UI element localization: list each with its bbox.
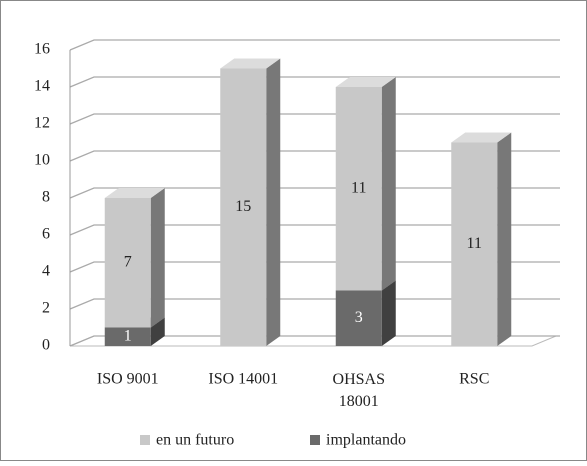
grid-line (69, 187, 560, 199)
y-tick-label: 16 (34, 41, 50, 58)
grid-line (69, 76, 560, 88)
bar-side (497, 132, 512, 346)
grid-line (69, 150, 560, 162)
grid-line (69, 335, 560, 347)
bar-segment (335, 77, 396, 291)
grid-line (69, 224, 560, 236)
x-tick-label: RSC (459, 371, 489, 388)
bar-front (220, 68, 267, 346)
data-label: 11 (467, 235, 482, 252)
bar-segment (104, 188, 165, 328)
legend-swatch (140, 435, 150, 445)
bar-front (335, 290, 382, 346)
bar-side (381, 77, 396, 291)
bar-front (451, 142, 498, 346)
y-tick-label: 8 (42, 189, 50, 206)
data-label: 15 (235, 198, 251, 215)
data-label: 1 (124, 327, 132, 344)
x-tick-label: ISO 14001 (208, 371, 278, 388)
bar-segment (451, 132, 512, 346)
grid-line (69, 261, 560, 273)
y-tick-label: 4 (42, 263, 50, 280)
legend-label: en un futuro (156, 432, 234, 449)
x-tick-label: ISO 9001 (97, 371, 159, 388)
y-tick-label: 12 (34, 115, 50, 132)
y-tick-label: 0 (42, 337, 50, 354)
grid-line (69, 113, 560, 125)
data-label: 3 (355, 309, 363, 326)
legend-label: implantando (326, 432, 406, 449)
bar-side (150, 317, 165, 346)
bar-segment (220, 58, 281, 346)
y-tick-label: 14 (34, 78, 50, 95)
bar-side (266, 58, 281, 346)
data-label: 11 (351, 179, 366, 196)
bar-front (104, 198, 151, 328)
x-tick-label: OHSAS 18001 (333, 371, 385, 410)
grid-line (69, 298, 560, 310)
bar-top (104, 188, 165, 198)
bar-front (104, 327, 151, 346)
y-tick-label: 2 (42, 300, 50, 317)
grid-line (69, 39, 560, 51)
bar-top (335, 77, 396, 87)
data-label: 7 (124, 253, 132, 270)
bar-top (451, 132, 512, 143)
bar-top (220, 58, 281, 69)
bar-side (150, 188, 165, 328)
legend-swatch (310, 435, 320, 445)
bar-side (381, 280, 396, 346)
y-tick-label: 6 (42, 226, 50, 243)
y-tick-label: 10 (34, 152, 50, 169)
bar-front (335, 87, 382, 291)
